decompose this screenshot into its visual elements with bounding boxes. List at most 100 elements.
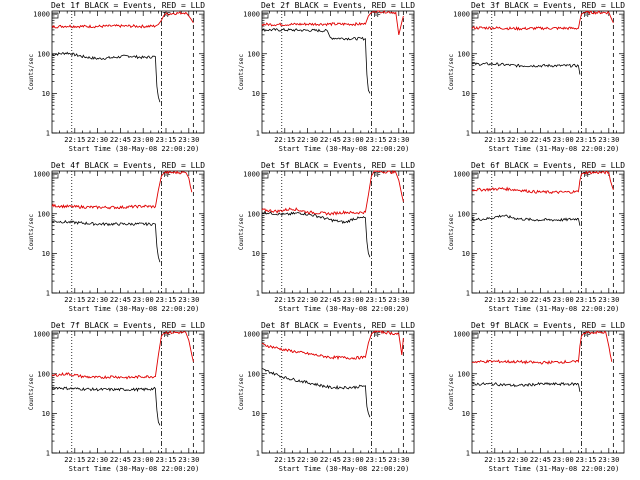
y-tick-label: 1000: [33, 171, 50, 179]
x-tick-label: 23:30: [388, 296, 409, 304]
x-tick-label: 23:30: [598, 296, 619, 304]
y-axis-label: Counts/sec: [28, 374, 35, 411]
marker-annotation: TF: [372, 331, 380, 339]
y-tick-label: 1: [466, 450, 470, 458]
x-tick-label: 23:00: [553, 456, 574, 464]
x-tick-label: 22:45: [530, 136, 551, 144]
corner-bracket: [262, 332, 269, 339]
x-tick-label: 23:15: [575, 296, 596, 304]
x-axis-label: Start Time (30-May-08 22:00:20): [279, 305, 410, 313]
panel-title: Det 7f BLACK = Events, RED = LLD: [51, 321, 205, 330]
y-tick-label: 1: [256, 130, 260, 138]
x-tick-label: 23:15: [365, 136, 386, 144]
corner-bracket: [52, 172, 59, 179]
detector-panel: Det 6f BLACK = Events, RED = LLD 1 10 100 10…: [448, 161, 625, 313]
panel-title: Det 4f BLACK = Events, RED = LLD: [51, 161, 205, 170]
marker-annotation: TF: [162, 171, 170, 179]
corner-bracket: [472, 12, 479, 19]
marker-annotation: TF: [372, 11, 380, 19]
x-axis-label: Start Time (31-May-08 22:00:20): [489, 145, 620, 153]
corner-bracket: [52, 12, 59, 19]
y-tick-label: 100: [37, 370, 50, 378]
y-tick-label: 100: [457, 370, 470, 378]
y-tick-label: 100: [247, 50, 260, 58]
x-tick-label: 22:45: [320, 136, 341, 144]
x-tick-label: 23:00: [133, 296, 154, 304]
x-tick-label: 23:15: [575, 136, 596, 144]
lld-series-line: [471, 330, 613, 365]
y-tick-label: 1000: [243, 11, 260, 19]
y-tick-label: 100: [37, 50, 50, 58]
x-tick-label: 22:15: [274, 136, 295, 144]
detector-panel: Det 5f BLACK = Events, RED = LLD 1 10 100 10…: [238, 161, 415, 313]
y-tick-label: 1000: [453, 331, 470, 339]
lld-series-line: [51, 170, 193, 210]
y-tick-label: 100: [457, 50, 470, 58]
x-axis-label: Start Time (30-May-08 22:00:20): [69, 465, 200, 473]
x-tick-label: 22:30: [87, 136, 108, 144]
x-tick-label: 22:30: [297, 136, 318, 144]
x-tick-label: 22:45: [320, 456, 341, 464]
lld-series-line: [51, 10, 194, 29]
x-tick-label: 23:30: [178, 296, 199, 304]
events-series-line: [51, 219, 161, 263]
x-tick-label: 23:00: [133, 456, 154, 464]
y-axis-label: Counts/sec: [28, 214, 35, 251]
panel-title: Det 1f BLACK = Events, RED = LLD: [51, 1, 205, 10]
x-axis-label: Start Time (31-May-08 22:00:20): [489, 305, 620, 313]
lld-series-line: [261, 329, 404, 361]
marker-annotation: TF: [582, 171, 590, 179]
y-tick-label: 10: [462, 250, 470, 258]
x-tick-label: 22:45: [110, 136, 131, 144]
y-axis-label: Counts/sec: [448, 214, 455, 251]
x-tick-label: 22:15: [484, 456, 505, 464]
x-tick-label: 23:15: [365, 296, 386, 304]
x-axis-label: Start Time (30-May-08 22:00:20): [279, 465, 410, 473]
panel-title: Det 2f BLACK = Events, RED = LLD: [261, 1, 415, 10]
events-series-line: [51, 386, 161, 426]
marker-annotation: TF: [372, 171, 380, 179]
x-tick-label: 22:30: [87, 296, 108, 304]
x-tick-label: 23:30: [598, 136, 619, 144]
detector-panel: Det 4f BLACK = Events, RED = LLD 1 10 100 10…: [28, 161, 205, 313]
y-tick-label: 10: [252, 90, 260, 98]
plot-frame: [471, 10, 625, 134]
x-tick-label: 22:30: [507, 296, 528, 304]
x-tick-label: 23:30: [178, 136, 199, 144]
y-tick-label: 100: [247, 370, 260, 378]
x-axis-label: Start Time (30-May-08 22:00:20): [279, 145, 410, 153]
plot-frame: [261, 10, 415, 134]
y-axis-label: Counts/sec: [238, 54, 245, 91]
x-tick-label: 22:15: [274, 456, 295, 464]
x-tick-label: 23:15: [155, 296, 176, 304]
y-tick-label: 10: [42, 410, 50, 418]
y-tick-label: 1000: [453, 171, 470, 179]
events-series-line: [471, 62, 581, 75]
y-tick-label: 1: [46, 290, 50, 298]
marker-annotation: TF: [162, 331, 170, 339]
y-tick-label: 100: [457, 210, 470, 218]
events-series-line: [471, 214, 581, 226]
detector-panel: Det 2f BLACK = Events, RED = LLD 1 10 100 10…: [238, 1, 415, 153]
corner-bracket: [52, 332, 59, 339]
detector-panel: Det 1f BLACK = Events, RED = LLD 1 10 100 10…: [28, 1, 205, 153]
panel-title: Det 5f BLACK = Events, RED = LLD: [261, 161, 415, 170]
detector-panel: Det 7f BLACK = Events, RED = LLD 1 10 100 10…: [28, 321, 205, 473]
panel-title: Det 3f BLACK = Events, RED = LLD: [471, 1, 625, 10]
lld-series-line: [471, 10, 614, 31]
y-axis-label: Counts/sec: [28, 54, 35, 91]
events-series-line: [471, 381, 581, 392]
x-axis-label: Start Time (30-May-08 22:00:20): [69, 145, 200, 153]
y-axis-label: Counts/sec: [238, 214, 245, 251]
x-tick-label: 22:45: [530, 456, 551, 464]
y-tick-label: 1: [256, 450, 260, 458]
x-tick-label: 23:15: [575, 456, 596, 464]
corner-bracket: [262, 12, 269, 19]
x-tick-label: 22:30: [507, 136, 528, 144]
detector-panel: Det 8f BLACK = Events, RED = LLD 1 10 100 10…: [238, 321, 415, 473]
y-tick-label: 1000: [453, 11, 470, 19]
marker-annotation: TF: [582, 331, 590, 339]
plot-frame: [471, 330, 625, 454]
x-tick-label: 22:15: [274, 296, 295, 304]
